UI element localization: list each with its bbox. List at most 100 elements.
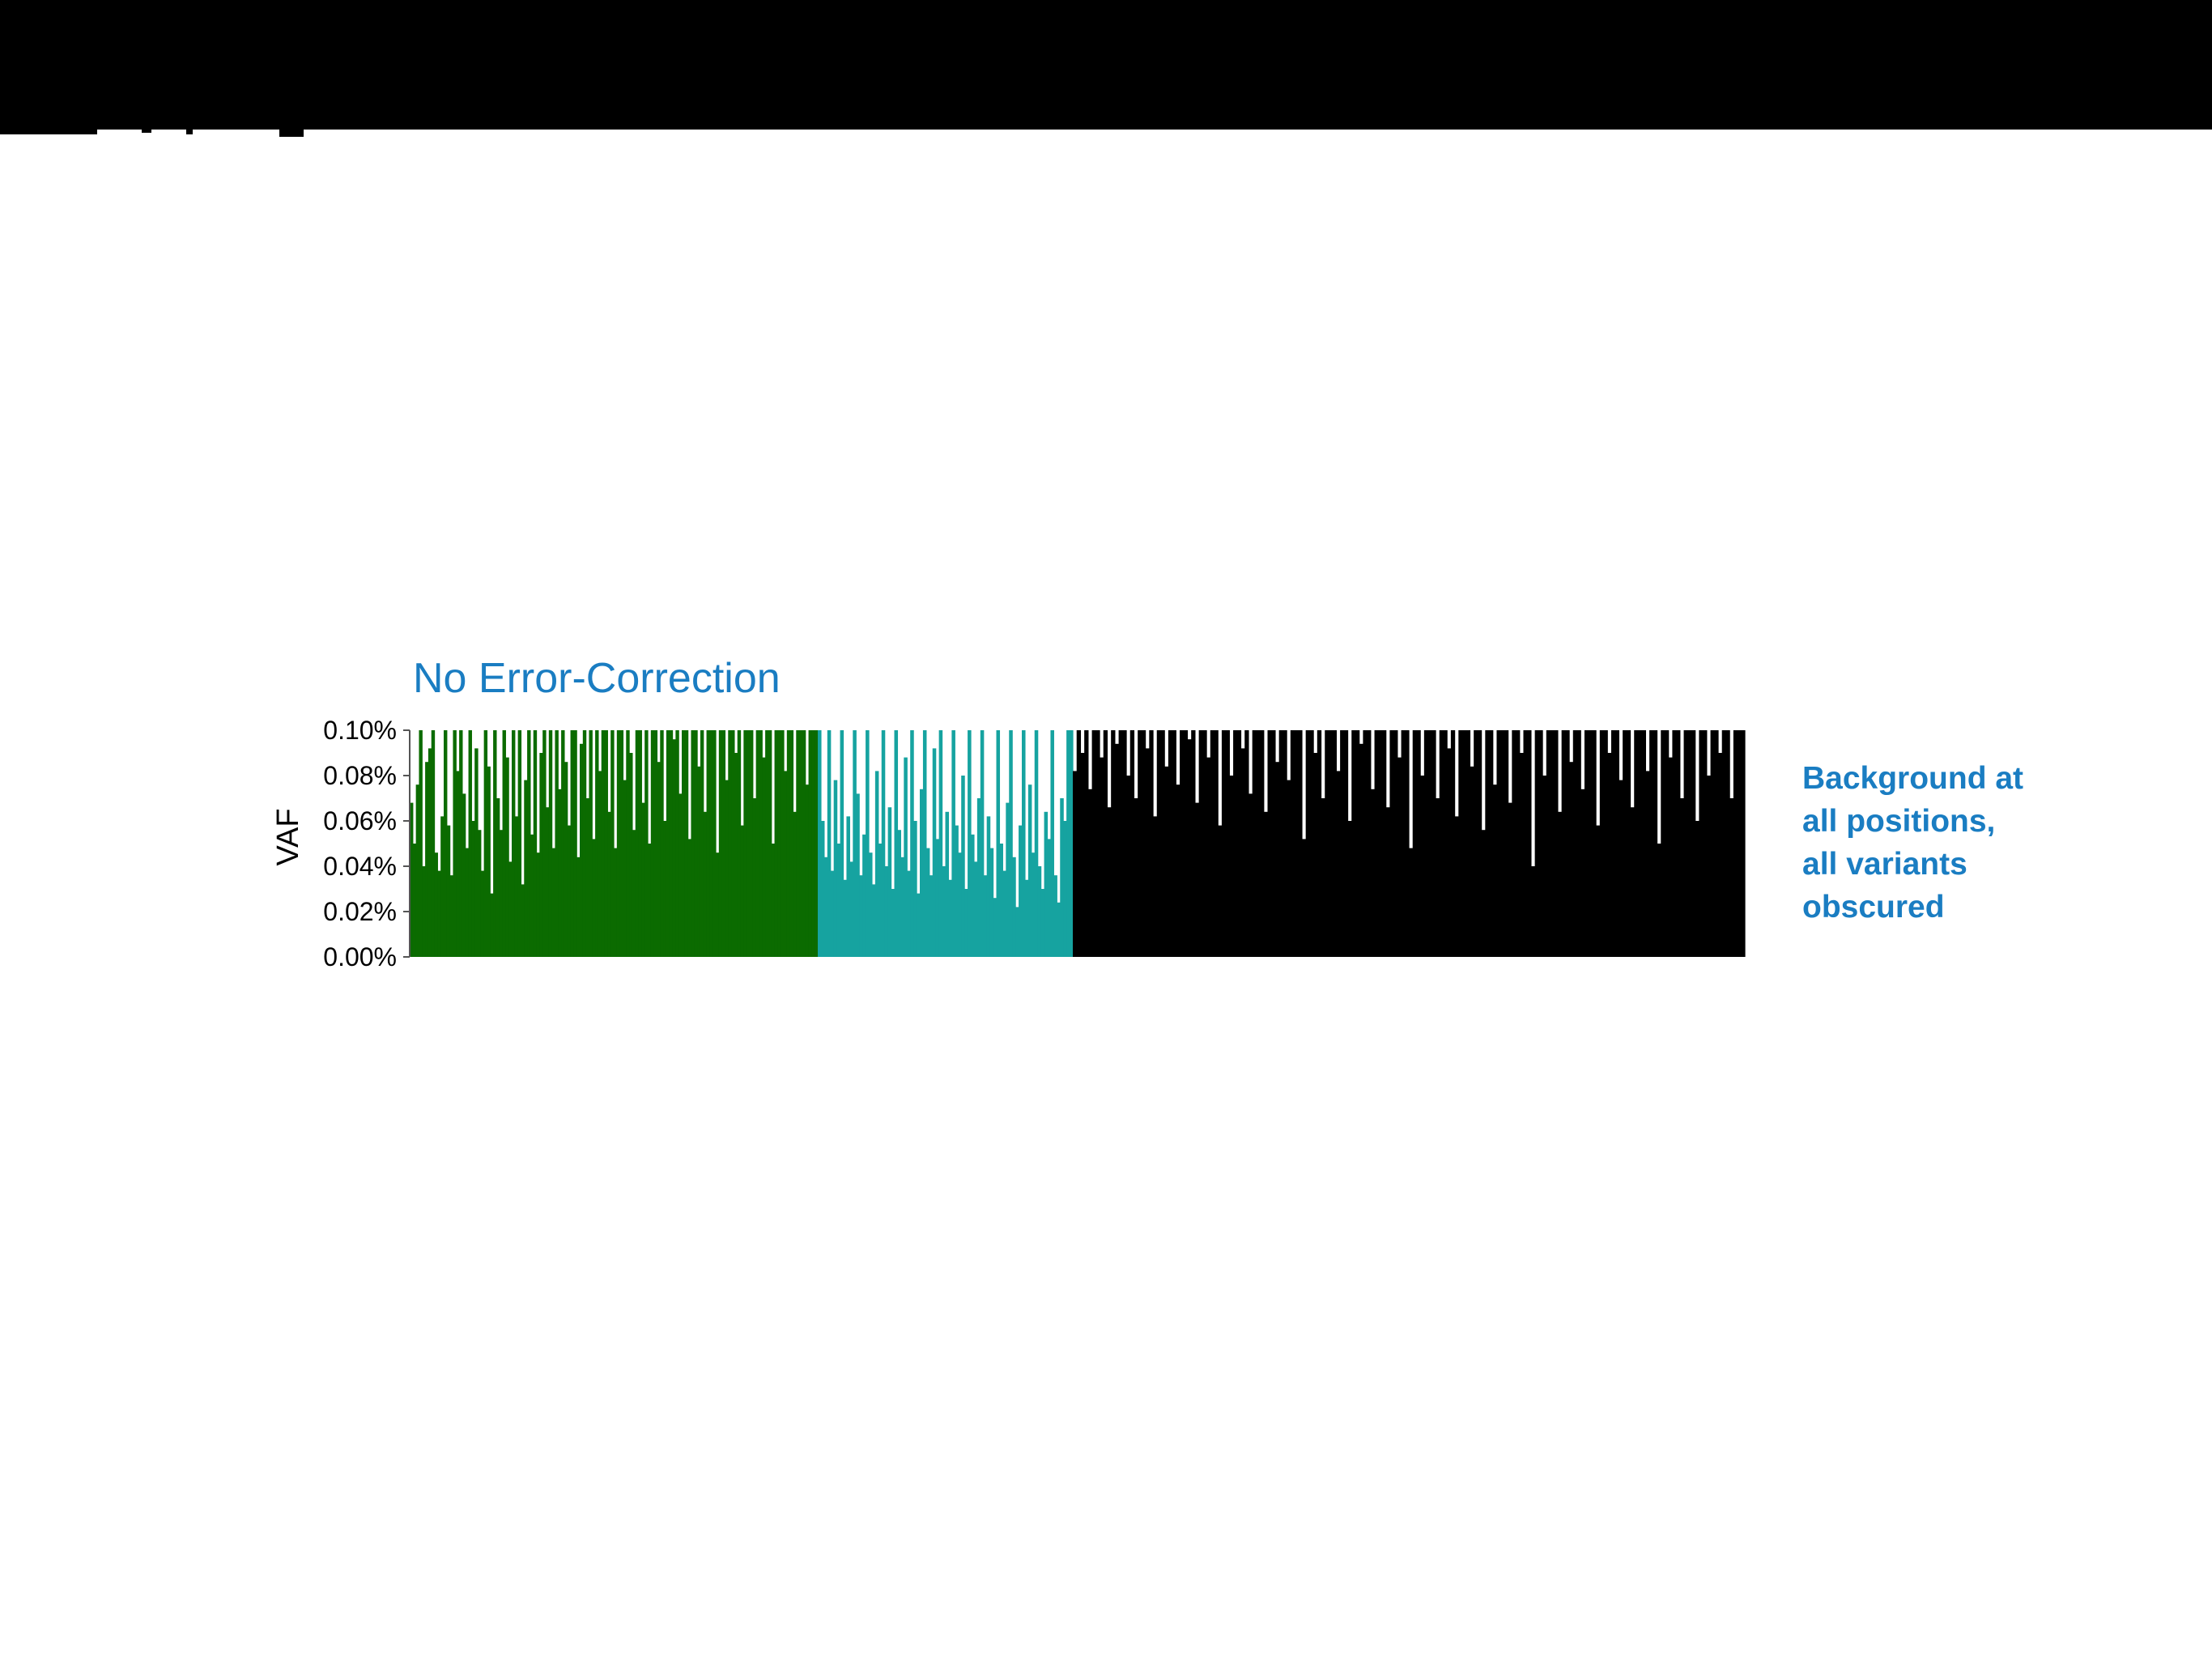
bar [700, 730, 704, 957]
bar [629, 753, 633, 957]
bar [582, 730, 587, 957]
bar [948, 879, 952, 957]
bar [1420, 776, 1425, 957]
bar [1240, 748, 1245, 957]
bar [1664, 730, 1670, 957]
bar [1458, 730, 1463, 957]
bar [604, 730, 608, 957]
bar [1321, 798, 1325, 957]
bar [917, 893, 921, 957]
bar [771, 844, 776, 957]
bar [684, 730, 689, 957]
bar [1145, 748, 1150, 957]
bar [999, 844, 1003, 957]
bar [1278, 730, 1283, 957]
bar [660, 730, 664, 957]
bar [1374, 730, 1379, 957]
bar [626, 730, 630, 957]
bar [1271, 730, 1276, 957]
chart-title: No Error-Correction [413, 655, 781, 702]
bar [1741, 730, 1746, 957]
bar [945, 811, 950, 957]
bar [521, 884, 525, 957]
bar [1687, 730, 1692, 957]
bar [691, 730, 695, 957]
bar [1118, 730, 1123, 957]
bar [1401, 730, 1406, 957]
bar [996, 730, 1001, 957]
bar [619, 730, 624, 957]
bar [713, 730, 717, 957]
bar [1256, 730, 1261, 957]
bar [973, 861, 978, 957]
bar [827, 730, 832, 957]
bar [1191, 730, 1196, 957]
bar [1221, 730, 1227, 957]
bar [759, 730, 763, 957]
bar [1134, 798, 1138, 957]
bar [1060, 798, 1064, 957]
bar [1287, 780, 1291, 957]
bar [1393, 730, 1398, 957]
bar [1283, 730, 1287, 957]
bar [514, 816, 519, 957]
header-fragment [0, 130, 324, 138]
bar [856, 793, 860, 957]
bar [781, 730, 785, 957]
bar [1672, 730, 1677, 957]
bar [750, 730, 754, 957]
bar [644, 730, 649, 957]
bar [663, 821, 667, 957]
bar [1122, 730, 1127, 957]
bar [1714, 730, 1719, 957]
bar [1381, 730, 1387, 957]
bar [1244, 730, 1249, 957]
bar [412, 844, 417, 957]
bar [512, 730, 516, 957]
bar [1397, 757, 1402, 957]
bar [709, 730, 713, 957]
bar [1504, 730, 1509, 957]
y-tick-label: 0.04% [323, 852, 397, 881]
bar [1274, 762, 1280, 957]
bar [703, 811, 708, 957]
bar [415, 784, 420, 957]
bar [958, 852, 962, 957]
bar [1084, 730, 1089, 957]
bar [1630, 807, 1635, 957]
bar [1229, 776, 1234, 957]
bar [527, 730, 531, 957]
bar [1527, 730, 1532, 957]
bar [1668, 757, 1673, 957]
bar [1210, 730, 1215, 957]
bar [755, 730, 760, 957]
bar [650, 730, 655, 957]
bar [1423, 730, 1429, 957]
bar [601, 730, 606, 957]
bar [922, 730, 927, 957]
bar [1733, 730, 1738, 957]
y-tick-label: 0.10% [323, 716, 397, 745]
bar [1641, 730, 1646, 957]
bar [585, 798, 590, 957]
bar [986, 816, 991, 957]
bar [1679, 798, 1685, 957]
bar [638, 730, 642, 957]
bar [1073, 771, 1078, 957]
bar [752, 798, 757, 957]
bar [1047, 839, 1052, 957]
bar [805, 784, 810, 957]
bar [1496, 730, 1501, 957]
bar [459, 730, 463, 957]
bar [1619, 780, 1623, 957]
bar [419, 730, 423, 957]
annotation-line: Background at [1802, 761, 2024, 796]
bar [539, 753, 543, 957]
bar [1443, 730, 1448, 957]
bar [1076, 730, 1082, 957]
bar [1198, 730, 1203, 957]
bar [1512, 730, 1516, 957]
bar [672, 739, 676, 957]
bar [1481, 830, 1486, 957]
bar [1301, 839, 1307, 957]
